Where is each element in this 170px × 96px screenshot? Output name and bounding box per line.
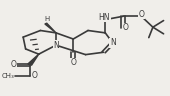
Text: H: H	[44, 16, 49, 22]
Text: N: N	[110, 38, 116, 47]
Text: O: O	[31, 71, 37, 80]
Text: HN: HN	[99, 13, 110, 22]
Polygon shape	[45, 23, 56, 33]
Text: O: O	[123, 23, 129, 32]
Text: N: N	[53, 41, 59, 50]
Text: CH₃: CH₃	[1, 73, 14, 79]
Text: O: O	[70, 58, 76, 67]
Text: O: O	[138, 10, 144, 19]
Text: O: O	[10, 60, 16, 69]
Polygon shape	[28, 54, 39, 65]
